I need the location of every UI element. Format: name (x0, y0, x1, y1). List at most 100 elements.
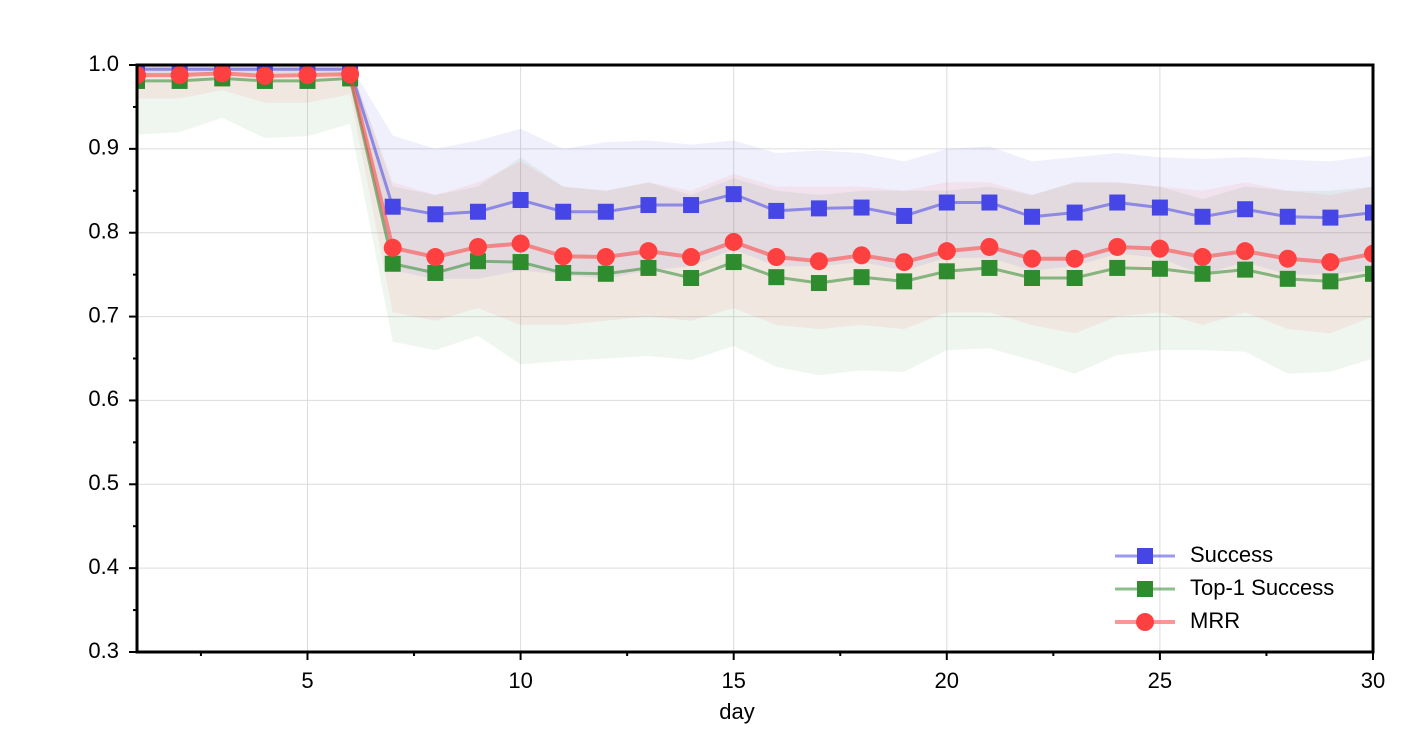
marker (810, 200, 827, 217)
marker (1193, 248, 1212, 267)
marker (213, 65, 232, 83)
marker (597, 265, 614, 282)
marker (170, 66, 189, 85)
marker (1023, 249, 1042, 268)
marker (768, 269, 785, 286)
marker (725, 186, 742, 203)
x-tick-label: 15 (721, 668, 745, 693)
marker (768, 202, 785, 219)
marker (554, 247, 573, 266)
marker (683, 197, 700, 214)
marker (427, 264, 444, 281)
y-tick-label: 0.6 (88, 386, 119, 411)
y-tick-label: 0.4 (88, 554, 119, 579)
marker (809, 252, 828, 271)
marker (640, 259, 657, 276)
legend-marker (1137, 548, 1153, 564)
legend-label: MRR (1190, 608, 1240, 633)
confidence-band (137, 65, 1373, 334)
legend-marker (1137, 581, 1153, 597)
marker (896, 273, 913, 290)
confidence-band (137, 65, 1373, 376)
marker (1236, 242, 1255, 261)
y-tick-label: 0.3 (88, 638, 119, 663)
x-tick-label: 10 (508, 668, 532, 693)
marker (767, 248, 786, 267)
y-tick-label: 0.9 (88, 135, 119, 160)
y-tick-label: 0.8 (88, 219, 119, 244)
marker (1279, 270, 1296, 287)
marker (384, 255, 401, 272)
marker (938, 194, 955, 211)
marker (724, 232, 743, 251)
marker (639, 242, 658, 261)
marker (1194, 208, 1211, 225)
marker (1321, 253, 1340, 272)
marker (1109, 259, 1126, 276)
marker (896, 207, 913, 224)
marker (1237, 201, 1254, 218)
marker (1279, 208, 1296, 225)
marker (1066, 204, 1083, 221)
marker (1109, 194, 1126, 211)
marker (597, 203, 614, 220)
marker (852, 246, 871, 265)
marker (1322, 209, 1339, 226)
marker (1150, 239, 1169, 258)
marker (1365, 204, 1373, 221)
legend-marker (1136, 613, 1154, 631)
marker (938, 263, 955, 280)
marker (1278, 249, 1297, 268)
marker (255, 66, 274, 85)
marker (555, 264, 572, 281)
marker (1151, 199, 1168, 216)
y-tick-label: 0.5 (88, 470, 119, 495)
legend-label: Success (1190, 542, 1273, 567)
confidence-band (137, 65, 1373, 279)
marker (512, 192, 529, 209)
marker (1194, 265, 1211, 282)
marker (895, 253, 914, 272)
marker (1151, 260, 1168, 277)
marker (511, 234, 530, 253)
marker (937, 242, 956, 261)
marker (981, 259, 998, 276)
marker (512, 254, 529, 271)
x-tick-label: 5 (301, 668, 313, 693)
marker (1108, 237, 1127, 256)
marker (1024, 269, 1041, 286)
x-axis-label: day (719, 699, 754, 724)
marker (1365, 265, 1373, 282)
marker (426, 248, 445, 267)
marker (341, 65, 360, 84)
marker (640, 197, 657, 214)
marker (555, 203, 572, 220)
marker (810, 275, 827, 292)
marker (427, 206, 444, 223)
marker (1322, 273, 1339, 290)
marker (682, 248, 701, 267)
marker (853, 199, 870, 216)
marker (383, 238, 402, 257)
x-tick-label: 20 (935, 668, 959, 693)
marker (1364, 244, 1373, 263)
legend-label: Top-1 Success (1190, 575, 1334, 600)
y-tick-label: 0.7 (88, 302, 119, 327)
marker (1237, 261, 1254, 278)
marker (137, 66, 146, 85)
plot (137, 65, 1373, 376)
marker (1066, 269, 1083, 286)
marker (469, 203, 486, 220)
marker (298, 66, 317, 85)
marker (981, 194, 998, 211)
marker (853, 269, 870, 286)
x-tick-label: 25 (1148, 668, 1172, 693)
marker (1065, 249, 1084, 268)
marker (384, 198, 401, 215)
marker (725, 254, 742, 271)
marker (468, 237, 487, 256)
marker (683, 269, 700, 286)
y-tick-label: 1.0 (88, 51, 119, 76)
marker (596, 248, 615, 267)
